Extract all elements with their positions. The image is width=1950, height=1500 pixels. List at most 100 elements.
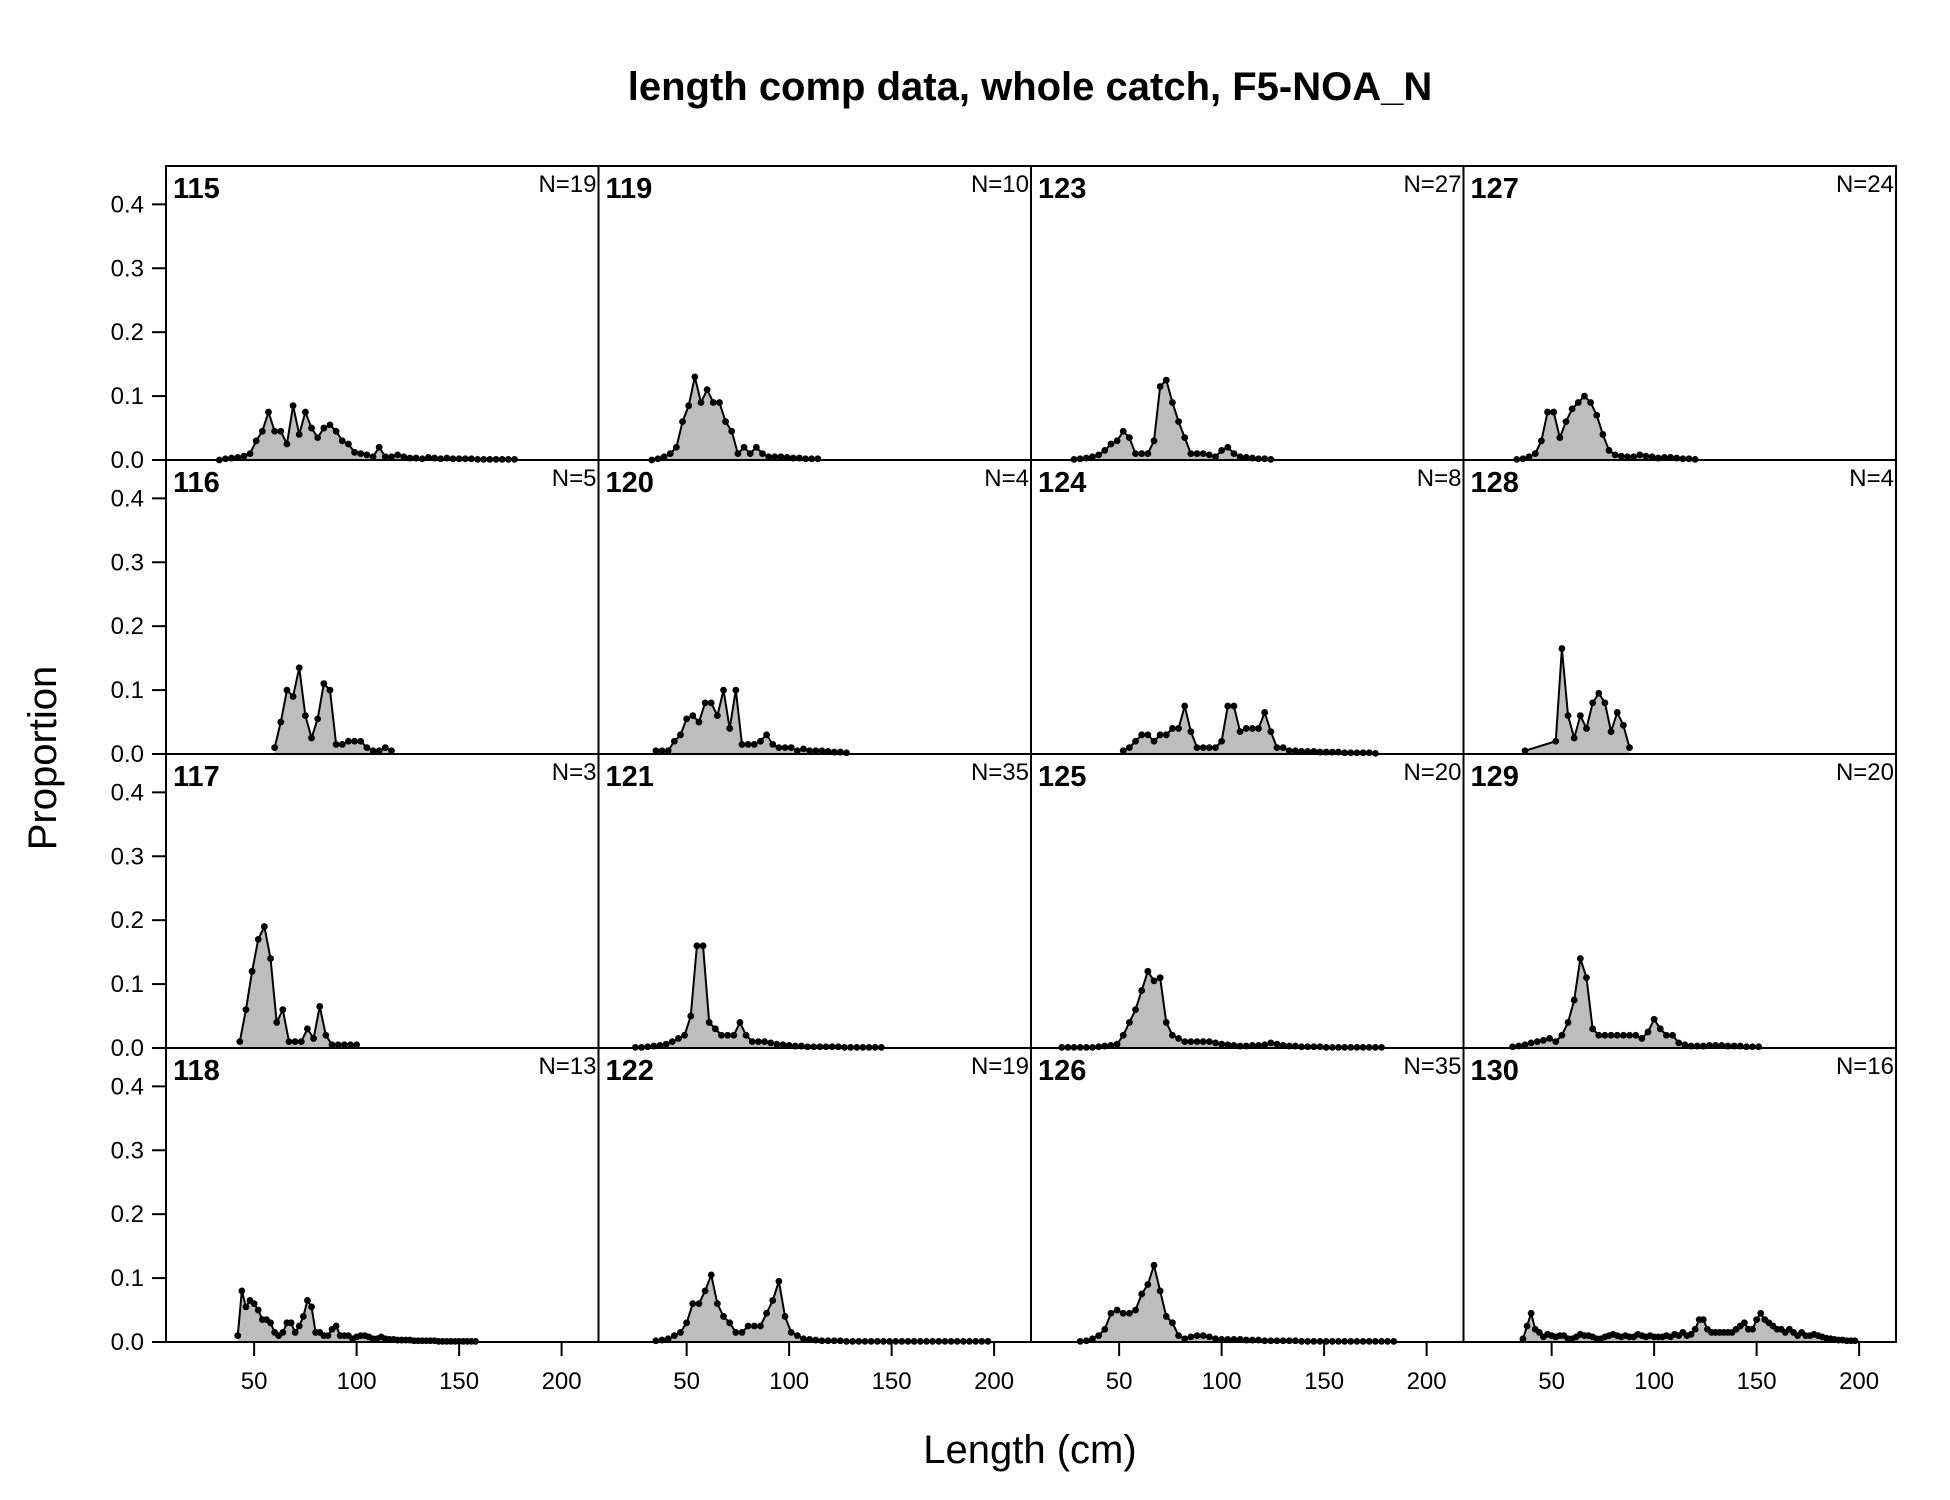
data-point [1242, 725, 1250, 732]
data-point [709, 399, 717, 406]
y-tick-label: 0.3 [111, 843, 144, 870]
data-point [843, 749, 850, 757]
data-point [824, 1337, 832, 1345]
data-point [1101, 447, 1109, 454]
panel-n-label: N=35 [971, 759, 1029, 786]
series-line [1061, 968, 1382, 1049]
data-point [1527, 1039, 1535, 1047]
x-tick-label: 200 [542, 1368, 582, 1395]
data-point [699, 942, 707, 950]
data-point [1076, 455, 1084, 463]
data-point [353, 1041, 361, 1049]
panel-frame [1030, 165, 1465, 461]
y-tick-label: 0.2 [111, 319, 144, 346]
data-point [1181, 1335, 1189, 1343]
data-point [222, 455, 229, 463]
y-tick-label: 0.0 [111, 447, 144, 474]
data-point [1150, 437, 1158, 445]
data-point [787, 744, 795, 752]
panel-129: 129 N=20 [1462, 753, 1897, 1051]
data-point [679, 418, 686, 426]
data-point [1230, 702, 1238, 710]
data-point [1218, 737, 1226, 745]
data-point [777, 453, 785, 461]
data-point [800, 1335, 807, 1343]
data-point [1205, 744, 1213, 752]
data-point [322, 1031, 330, 1039]
data-point [1298, 1043, 1305, 1051]
data-point [810, 1043, 818, 1051]
data-point [834, 1043, 842, 1051]
data-point [1576, 712, 1584, 720]
panel-n-label: N=19 [538, 171, 596, 198]
data-point [381, 453, 389, 461]
data-point [1248, 725, 1256, 732]
data-point [716, 399, 723, 406]
data-point [687, 1012, 695, 1020]
data-point [1589, 699, 1597, 707]
series-area [655, 1274, 988, 1342]
data-point [1175, 1332, 1182, 1340]
series-area [1061, 971, 1382, 1048]
data-point [1089, 453, 1096, 461]
data-point [418, 455, 426, 463]
data-point [664, 1335, 672, 1343]
x-tick-label: 150 [439, 1368, 479, 1395]
data-point [1316, 1043, 1324, 1051]
data-point [1119, 747, 1127, 755]
data-point [1613, 1031, 1621, 1039]
data-point [449, 455, 457, 463]
data-point [763, 731, 770, 739]
data-point [1619, 1031, 1627, 1039]
data-point [750, 741, 758, 748]
data-point [1261, 1041, 1269, 1049]
data-point [675, 1035, 682, 1042]
data-point [685, 402, 693, 410]
data-point [1285, 1337, 1293, 1345]
x-tick-label: 50 [241, 1368, 268, 1395]
data-point [1125, 1309, 1133, 1317]
data-point [660, 453, 668, 461]
data-point [297, 1038, 305, 1046]
data-point [338, 741, 346, 748]
panel-label: 126 [1038, 1055, 1086, 1087]
data-point [304, 1297, 311, 1304]
data-point [1095, 1043, 1103, 1051]
data-point [310, 1035, 317, 1042]
data-point [1224, 443, 1232, 451]
data-point [683, 1319, 691, 1327]
data-point [1273, 744, 1281, 752]
data-point [1535, 1329, 1543, 1336]
panel-label: 122 [606, 1055, 654, 1087]
data-point [1224, 702, 1232, 710]
data-point [750, 1322, 758, 1330]
data-point [375, 747, 383, 755]
y-tick-label: 0.4 [111, 1073, 144, 1100]
data-point [1119, 427, 1127, 435]
data-point [754, 1038, 762, 1046]
data-point [1175, 418, 1182, 426]
series-area [1522, 1313, 1855, 1342]
data-point [295, 431, 303, 438]
data-point [822, 1043, 830, 1051]
y-tick-label: 0.3 [111, 549, 144, 576]
data-point [1267, 1039, 1275, 1047]
data-point [1531, 450, 1539, 458]
data-point [1279, 1337, 1287, 1345]
data-point [1113, 1306, 1121, 1314]
data-point [1285, 747, 1293, 755]
data-point [1679, 455, 1687, 463]
data-point [779, 1041, 787, 1049]
data-point [793, 747, 801, 755]
data-point [1656, 1025, 1664, 1033]
data-point [1169, 1319, 1176, 1327]
data-point [1169, 399, 1176, 406]
data-point [759, 450, 766, 458]
chart-title: length comp data, whole catch, F5-NOA_N [628, 65, 1433, 109]
data-point [334, 1041, 342, 1049]
data-point [1626, 744, 1633, 752]
data-point [1607, 1031, 1615, 1039]
x-tick-label: 100 [769, 1368, 809, 1395]
data-point [234, 1332, 242, 1340]
data-point [267, 955, 274, 962]
